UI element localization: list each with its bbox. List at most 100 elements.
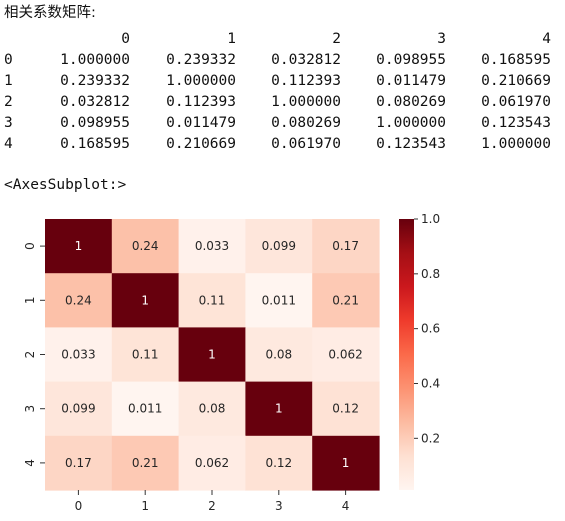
cell-annotation: 0.033: [195, 239, 229, 253]
cell-annotation: 0.24: [132, 239, 159, 253]
cell-annotation: 1: [342, 456, 350, 470]
column-header: 0: [121, 31, 130, 47]
cell-annotation: 0.062: [195, 456, 229, 470]
cell-annotation: 1: [141, 293, 149, 307]
x-tick-label: 3: [275, 499, 283, 513]
heatmap-cell: [45, 273, 113, 328]
colorbar-tick-label: 0.8: [421, 267, 440, 281]
table-cell: 1.000000: [271, 94, 341, 110]
cell-annotation: 0.033: [61, 348, 95, 362]
table-cell: 0.112393: [271, 73, 341, 89]
cell-annotation: 0.21: [132, 456, 159, 470]
heatmap-cell: [45, 327, 113, 383]
cell-annotation: 0.099: [61, 402, 95, 416]
colorbar-gradient: [399, 219, 414, 490]
table-cell: 1.000000: [60, 52, 130, 68]
heatmap-cell: [111, 435, 180, 491]
y-tick-label: 1: [23, 296, 37, 304]
y-axis: 0 1 2 3 4: [23, 242, 45, 467]
cell-annotation: 0.21: [332, 293, 359, 307]
heatmap-cell: [178, 273, 246, 328]
x-tick-label: 0: [75, 499, 83, 513]
column-header: 1: [227, 31, 236, 47]
heatmap-cell: [245, 381, 313, 437]
table-cell: 1.000000: [376, 115, 446, 131]
table-cell: 0.168595: [60, 136, 130, 152]
cell-annotation: 0.12: [332, 402, 359, 416]
x-axis: 0 1 2 3 4: [75, 490, 350, 513]
row-index: 2: [4, 94, 13, 110]
cell-annotation: 0.12: [265, 456, 292, 470]
x-tick-label: 4: [342, 499, 350, 513]
colorbar-tick-label: 0.6: [421, 322, 440, 336]
heatmap-cell: [45, 219, 113, 274]
heatmap-cell: [178, 219, 246, 274]
cell-annotation: 0.17: [332, 239, 359, 253]
row-index: 0: [4, 52, 13, 68]
cell-annotation: 0.08: [199, 402, 226, 416]
colorbar-tick-label: 0.2: [421, 431, 440, 445]
table-cell: 0.098955: [376, 52, 446, 68]
colorbar-tick-label: 0.4: [421, 376, 440, 390]
heatmap-cells: [45, 219, 380, 491]
table-cell: 1.000000: [166, 73, 236, 89]
cell-annotation: 0.24: [65, 293, 92, 307]
table-cell: 1.000000: [481, 136, 551, 152]
x-tick-label: 1: [141, 499, 149, 513]
table-cell: 0.011479: [376, 73, 446, 89]
heatmap-cell: [111, 273, 180, 328]
table-cell: 0.210669: [166, 136, 236, 152]
heatmap-cell: [45, 435, 113, 491]
table-cell: 0.080269: [376, 94, 446, 110]
heatmap-cell: [111, 327, 180, 383]
table-cell: 0.112393: [166, 94, 236, 110]
table-cell: 0.011479: [166, 115, 236, 131]
table-cell: 0.239332: [60, 73, 130, 89]
cell-annotation: 0.17: [65, 456, 92, 470]
heatmap-cell: [312, 327, 380, 383]
heatmap-cell: [245, 219, 313, 274]
table-cell: 0.061970: [271, 136, 341, 152]
cell-annotation: 0.099: [262, 239, 296, 253]
heatmap-cell: [312, 435, 380, 491]
cell-annotation: 1: [75, 239, 83, 253]
y-tick-label: 0: [23, 242, 37, 250]
cell-annotation: 1: [275, 402, 283, 416]
heatmap-cell: [111, 381, 180, 437]
row-index: 3: [4, 115, 13, 131]
cell-annotation: 0.08: [265, 348, 292, 362]
y-tick-label: 4: [23, 459, 37, 467]
colorbar: 0.2 0.4 0.6 0.8 1.0: [399, 212, 440, 490]
heatmap-cell: [312, 273, 380, 328]
row-index: 4: [4, 136, 13, 152]
table-cell: 0.032812: [271, 52, 341, 68]
table-cell: 0.061970: [481, 94, 551, 110]
y-tick-label: 3: [23, 405, 37, 413]
row-index: 1: [4, 73, 13, 89]
y-tick-label: 2: [23, 351, 37, 359]
column-header: 3: [437, 31, 446, 47]
correlation-heatmap: 1 0.24 0.033 0.099 0.170.24 1 0.11 0.011 0.210.0…: [23, 212, 440, 513]
cell-annotation: 0.011: [262, 293, 296, 307]
table-cell: 0.168595: [481, 52, 551, 68]
cell-annotation: 1: [208, 348, 216, 362]
cell-annotation: 0.11: [132, 348, 159, 362]
output-title: 相关系数矩阵:: [4, 5, 96, 21]
table-cell: 0.123543: [376, 136, 446, 152]
table-cell: 0.032812: [60, 94, 130, 110]
cell-annotation: 0.011: [128, 402, 162, 416]
heatmap-cell: [312, 219, 380, 274]
table-cell: 0.123543: [481, 115, 551, 131]
heatmap-annotations: 1 0.24 0.033 0.099 0.17 0.24 1 0.11 0.011 0.21 0.0…: [61, 239, 363, 470]
colorbar-tick-label: 1.0: [421, 212, 440, 226]
heatmap-cell: [178, 327, 246, 383]
table-cell: 0.210669: [481, 73, 551, 89]
heatmap-cell: [178, 435, 246, 491]
heatmap-cell: [178, 381, 246, 437]
heatmap-cell: [245, 435, 313, 491]
table-cell: 0.239332: [166, 52, 236, 68]
table-cell: 0.098955: [60, 115, 130, 131]
axes-repr: <AxesSubplot:>: [4, 177, 127, 193]
x-tick-label: 2: [208, 499, 216, 513]
heatmap-cell: [245, 327, 313, 383]
